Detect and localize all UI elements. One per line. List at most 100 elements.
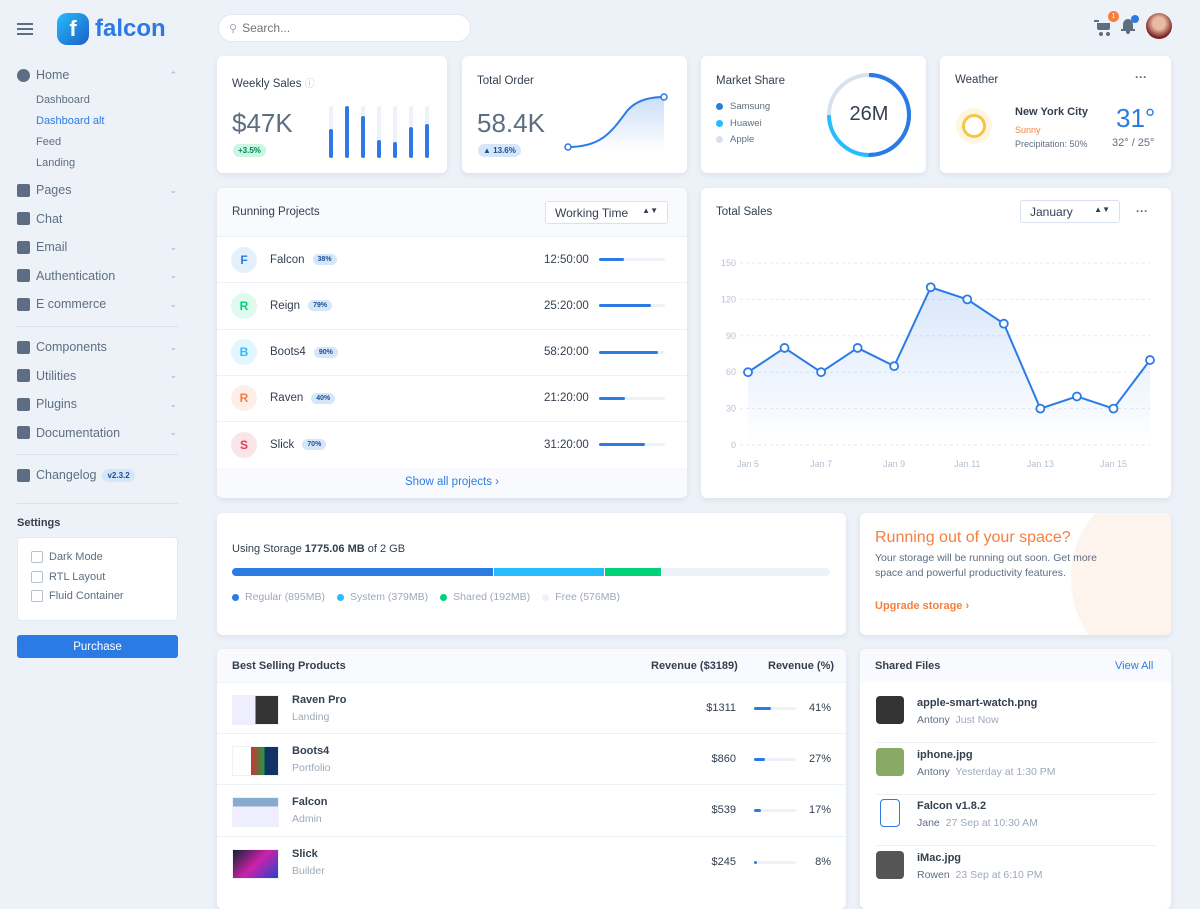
column-header[interactable]: Revenue (%)	[768, 660, 835, 672]
divider	[17, 503, 178, 504]
legend-item: System (379MB)	[336, 591, 428, 603]
sidebar-item-email[interactable]: Email ⌄	[17, 240, 177, 254]
fire-icon	[17, 369, 30, 383]
project-row[interactable]: F Falcon 38% 12:50:00	[217, 236, 687, 282]
project-percent-badge: 40%	[311, 392, 336, 404]
upgrade-storage-link[interactable]: Upgrade storage ›	[875, 600, 970, 612]
column-header[interactable]: Revenue ($3189)	[651, 660, 738, 672]
file-row[interactable]: iMac.jpg Rowen 23 Sep at 6:10 PM	[876, 847, 1156, 898]
avatar[interactable]	[1146, 13, 1172, 39]
project-row[interactable]: B Boots4 90% 58:20:00	[217, 328, 687, 375]
project-avatar: R	[231, 385, 257, 412]
storage-segment	[493, 568, 605, 576]
product-row[interactable]: Slick Builder $245 8%	[217, 835, 846, 887]
sidebar-item-e-commerce[interactable]: E commerce ⌄	[17, 297, 177, 311]
space-text: Your storage will be running out soon. G…	[875, 552, 1097, 579]
checkbox[interactable]	[31, 590, 43, 602]
menu-icon[interactable]	[17, 23, 33, 35]
weekly-sales-bar	[409, 106, 413, 158]
sidebar-sub-landing[interactable]: Landing	[36, 157, 76, 169]
file-name[interactable]: apple-smart-watch.png	[917, 697, 1038, 709]
sidebar-label: Home	[36, 68, 70, 82]
file-name[interactable]: Falcon v1.8.2	[917, 800, 987, 812]
search-input[interactable]	[242, 21, 443, 35]
project-name[interactable]: Falcon	[270, 253, 305, 266]
project-name[interactable]: Reign	[270, 299, 301, 312]
sidebar-item-documentation[interactable]: Documentation ⌄	[17, 426, 177, 440]
file-name[interactable]: iMac.jpg	[917, 851, 962, 864]
purchase-button[interactable]: Purchase	[17, 635, 178, 658]
chevron-down-icon: ⌄	[169, 427, 177, 438]
file-row[interactable]: iphone.jpg Antony Yesterday at 1:30 PM	[876, 744, 1156, 795]
sidebar-item-authentication[interactable]: Authentication ⌄	[17, 269, 177, 283]
project-name[interactable]: Boots4	[270, 346, 306, 359]
weekly-sales-value: $47K	[232, 108, 293, 138]
product-name[interactable]: Falcon	[292, 796, 328, 809]
setting-option[interactable]: Fluid Container	[31, 590, 124, 602]
month-select[interactable]: January ▲▼	[1020, 200, 1120, 223]
product-row[interactable]: Raven Pro Landing $1311 41%	[217, 682, 846, 733]
revenue-bar	[754, 707, 796, 710]
sidebar-sub-dashboard-alt[interactable]: Dashboard alt	[36, 115, 105, 127]
product-row[interactable]: Falcon Admin $539 17%	[217, 784, 846, 835]
view-all-link[interactable]: View All	[1115, 660, 1154, 672]
legend-dot	[716, 103, 723, 110]
file-name[interactable]: iphone.jpg	[917, 748, 973, 761]
plug-icon	[17, 397, 30, 411]
checkbox[interactable]	[31, 551, 43, 563]
sidebar-item-components[interactable]: Components ⌄	[17, 340, 177, 354]
project-name[interactable]: Slick	[270, 438, 295, 451]
sidebar-item-pages[interactable]: Pages ⌄	[17, 183, 177, 197]
sidebar-item-plugins[interactable]: Plugins ⌄	[17, 397, 177, 411]
legend-dot	[716, 136, 723, 143]
help-icon[interactable]: ⓘ	[304, 79, 315, 90]
product-name[interactable]: Slick	[292, 847, 318, 860]
notification-bell-icon[interactable]	[1121, 15, 1139, 34]
file-row[interactable]: Falcon v1.8.2 Jane 27 Sep at 10:30 AM	[876, 795, 1156, 846]
legend-item: Samsung	[716, 101, 770, 112]
x-tick-label: Jan 9	[883, 459, 905, 469]
setting-option[interactable]: Dark Mode	[31, 551, 103, 563]
sidebar-item-utilities[interactable]: Utilities ⌄	[17, 369, 177, 383]
sidebar-item-chat[interactable]: Chat	[17, 212, 177, 226]
product-category: Landing	[292, 711, 330, 723]
product-name[interactable]: Boots4	[292, 745, 330, 758]
product-category: Portfolio	[292, 762, 331, 775]
space-title: Running out of your space?	[875, 529, 1071, 546]
chevron-down-icon: ⌄	[169, 298, 177, 309]
weather-card: Weather ··· New York City Sunny Precipit…	[940, 56, 1171, 173]
sidebar-label: Pages	[36, 183, 72, 197]
sidebar-sub-feed[interactable]: Feed	[36, 136, 62, 148]
more-options-icon[interactable]: ···	[1136, 204, 1148, 218]
storage-legend: Regular (895MB) System (379MB) Shared (192…	[232, 591, 620, 603]
project-row[interactable]: S Slick 70% 31:20:00	[217, 421, 687, 467]
more-options-icon[interactable]: ···	[1135, 70, 1147, 84]
sidebar-sub-dashboard[interactable]: Dashboard	[36, 94, 90, 106]
show-all-projects-link[interactable]: Show all projects ›	[405, 476, 499, 488]
project-name[interactable]: Raven	[270, 392, 304, 405]
setting-option[interactable]: RTL Layout	[31, 570, 105, 583]
data-point	[925, 282, 936, 293]
total-order-card: Total Order 58.4K ▲ 13.6%	[462, 56, 687, 173]
weather-condition: Sunny	[1015, 125, 1041, 135]
logo[interactable]: f falcon	[57, 13, 166, 45]
product-revenue: $860	[711, 753, 736, 766]
file-row[interactable]: apple-smart-watch.png Antony Just Now	[876, 692, 1156, 743]
project-percent-badge: 79%	[308, 300, 333, 312]
sidebar-item-changelog[interactable]: Changelog v2.3.2	[17, 468, 177, 482]
project-row[interactable]: R Reign 79% 25:20:00	[217, 282, 687, 328]
running-projects-card: Running Projects Working Time ▲▼ F Falcon 3…	[217, 188, 687, 498]
working-time-select[interactable]: Working Time ▲▼	[545, 201, 668, 224]
project-progress-bar	[599, 443, 665, 447]
x-tick-label: Jan 13	[1027, 459, 1054, 469]
product-name[interactable]: Raven Pro	[292, 694, 347, 706]
cart-icon[interactable]	[1094, 19, 1112, 37]
project-row[interactable]: R Raven 40% 21:20:00	[217, 374, 687, 421]
weather-range: 32° / 25°	[1112, 137, 1155, 149]
sidebar-item-home[interactable]: Home ⌃	[17, 68, 177, 82]
checkbox[interactable]	[31, 570, 43, 583]
search-box[interactable]: ⚲	[218, 14, 471, 42]
sidebar-label: Chat	[36, 211, 63, 226]
product-row[interactable]: Boots4 Portfolio $860 27%	[217, 733, 846, 784]
product-thumbnail	[232, 746, 279, 777]
